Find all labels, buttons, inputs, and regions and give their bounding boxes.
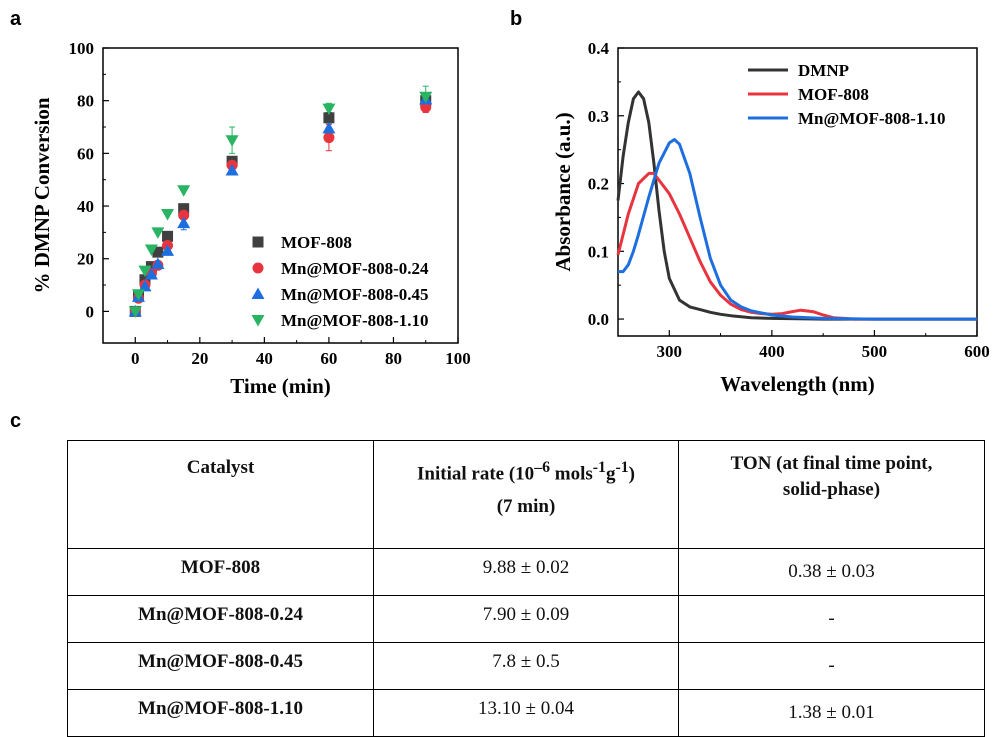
data-point <box>151 257 165 269</box>
legend-label: Mn@MOF-808-0.24 <box>281 259 429 278</box>
x-tick-label: 0 <box>131 349 140 368</box>
y-tick-label: 40 <box>77 197 94 216</box>
data-point <box>419 91 433 104</box>
header-initial-rate: Initial rate (10–6 mols-1g-1) (7 min) <box>373 440 679 549</box>
legend-label: MOF-808 <box>281 233 352 252</box>
panel-label-b: b <box>510 8 523 30</box>
cell-ton: 1.38 ± 0.01 <box>678 689 985 737</box>
data-point <box>420 101 432 113</box>
data-point <box>152 246 164 258</box>
cell-rate: 7.8 ± 0.5 <box>373 642 679 690</box>
absorbance-line-chart: 300 400 500 600 0.0 0.1 0.2 0.3 0.4 Wavelength (n… <box>551 39 990 396</box>
data-point <box>225 135 239 147</box>
legend-marker <box>251 287 265 299</box>
cell-catalyst: Mn@MOF-808-0.45 <box>67 642 374 690</box>
data-point <box>144 244 158 256</box>
legend-label: Mn@MOF-808-0.45 <box>281 285 429 304</box>
panel-label-c: c <box>10 410 22 432</box>
cell-catalyst: MOF-808 <box>67 548 374 596</box>
data-point <box>145 261 157 273</box>
data-point <box>132 289 145 301</box>
y-tick-label: 0.3 <box>588 107 609 126</box>
data-point <box>225 163 239 176</box>
y-tick-label: 0.0 <box>588 310 609 329</box>
x-tick-label: 20 <box>191 349 208 368</box>
cell-catalyst: Mn@MOF-808-0.24 <box>67 595 374 643</box>
data-point <box>128 306 142 318</box>
x-tick-label: 600 <box>964 342 990 361</box>
legend-marker <box>252 262 264 274</box>
y-tick-label: 100 <box>69 39 95 58</box>
cell-rate: 7.90 ± 0.09 <box>373 595 679 643</box>
x-tick-label: 100 <box>445 349 471 368</box>
cell-ton: - <box>678 595 985 643</box>
data-point <box>323 132 335 144</box>
x-tick-label: 300 <box>657 342 683 361</box>
x-tick-label: 500 <box>862 342 888 361</box>
x-tick-label: 80 <box>385 349 402 368</box>
cell-ton: - <box>678 642 985 690</box>
data-point <box>177 216 191 229</box>
data-point <box>322 103 336 116</box>
legend-marker <box>251 315 265 327</box>
data-point <box>138 279 152 292</box>
legend-label: DMNP <box>798 61 849 80</box>
data-point <box>161 208 175 221</box>
cell-rate: 13.10 ± 0.04 <box>373 689 679 737</box>
x-tick-label: 40 <box>256 349 273 368</box>
cell-rate: 9.88 ± 0.02 <box>373 548 679 596</box>
catalyst-table: Catalyst Initial rate (10–6 mols-1g-1) (… <box>67 440 985 737</box>
table-header-row: Catalyst Initial rate (10–6 mols-1g-1) (… <box>67 440 985 549</box>
table-row: MOF-808 9.88 ± 0.02 0.38 ± 0.03 <box>67 548 985 596</box>
y-tick-label: 60 <box>77 144 94 163</box>
y-tick-label: 0.4 <box>588 39 610 58</box>
data-point <box>177 185 191 197</box>
data-point <box>323 112 335 124</box>
data-point <box>151 227 165 239</box>
data-point <box>178 203 190 215</box>
legend-label: Mn@MOF-808-1.10 <box>798 109 946 128</box>
x-axis-label: Time (min) <box>230 374 331 398</box>
plot-frame <box>102 47 459 344</box>
table-row: Mn@MOF-808-0.24 7.90 ± 0.09 - <box>67 595 985 643</box>
cell-catalyst: Mn@MOF-808-1.10 <box>67 689 374 737</box>
header-ton: TON (at final time point, solid-phase) <box>678 440 985 549</box>
series-line <box>616 171 977 321</box>
panel-label-a: a <box>10 8 22 30</box>
conversion-scatter-chart: 0 20 40 60 80 100 0 20 40 60 80 100 Time (min) % DMNP… <box>30 39 471 398</box>
y-tick-label: 0.1 <box>588 242 609 261</box>
x-tick-label: 60 <box>320 349 337 368</box>
cell-ton: 0.38 ± 0.03 <box>678 548 985 596</box>
header-catalyst: Catalyst <box>67 440 374 549</box>
data-point <box>161 244 175 256</box>
data-point <box>178 209 190 221</box>
y-tick-label: 0 <box>86 302 95 321</box>
table-row: Mn@MOF-808-1.10 13.10 ± 0.04 1.38 ± 0.01 <box>67 689 985 737</box>
legend-marker <box>252 236 264 248</box>
x-axis-label: Wavelength (nm) <box>720 372 875 396</box>
y-tick-label: 80 <box>77 92 94 111</box>
data-point <box>162 230 174 242</box>
legend-label: Mn@MOF-808-1.10 <box>281 311 429 330</box>
legend-label: MOF-808 <box>798 85 869 104</box>
data-point <box>138 265 152 278</box>
table-row: Mn@MOF-808-0.45 7.8 ± 0.5 - <box>67 642 985 690</box>
series-line <box>618 138 977 321</box>
data-point <box>144 268 158 280</box>
series-line <box>616 90 977 321</box>
data-point <box>322 121 336 134</box>
x-tick-label: 400 <box>759 342 785 361</box>
y-tick-label: 20 <box>77 250 94 269</box>
y-tick-label: 0.2 <box>588 175 609 194</box>
y-axis-label: Absorbance (a.u.) <box>551 112 575 271</box>
y-axis-label: % DMNP Conversion <box>30 97 54 293</box>
